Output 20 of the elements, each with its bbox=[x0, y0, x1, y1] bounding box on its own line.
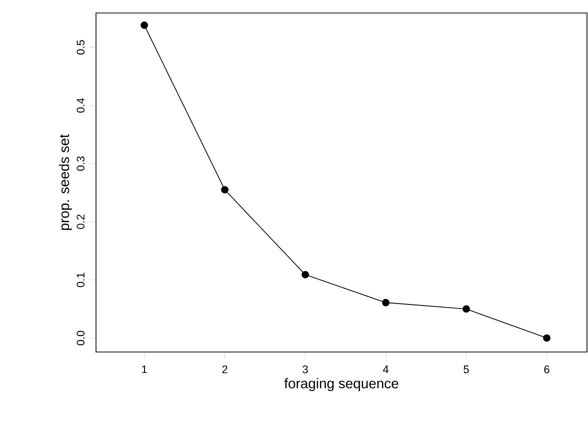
y-tick-label: 0.2 bbox=[76, 214, 84, 229]
point bbox=[543, 334, 550, 342]
y-axis-title: prop. seeds set bbox=[58, 134, 72, 230]
x-tick-label: 1 bbox=[142, 366, 147, 374]
y-tick-label: 0.0 bbox=[76, 330, 84, 346]
point bbox=[382, 298, 390, 306]
x-tick-label: 6 bbox=[544, 366, 550, 374]
point bbox=[462, 305, 470, 313]
x-tick-label: 2 bbox=[222, 366, 228, 374]
y-tick-label: 0.5 bbox=[76, 40, 84, 54]
y-tick-label: 0.3 bbox=[76, 156, 84, 171]
x-tick-label: 3 bbox=[302, 366, 308, 374]
x-tick-label: 5 bbox=[464, 366, 469, 374]
point bbox=[140, 22, 148, 29]
y-tick-label: 0.1 bbox=[76, 272, 84, 288]
point bbox=[302, 270, 309, 278]
y-tick-label: 0.4 bbox=[76, 98, 84, 113]
x-tick-label: 4 bbox=[382, 366, 388, 374]
point bbox=[221, 186, 228, 194]
x-axis-title: foraging sequence bbox=[284, 378, 398, 392]
